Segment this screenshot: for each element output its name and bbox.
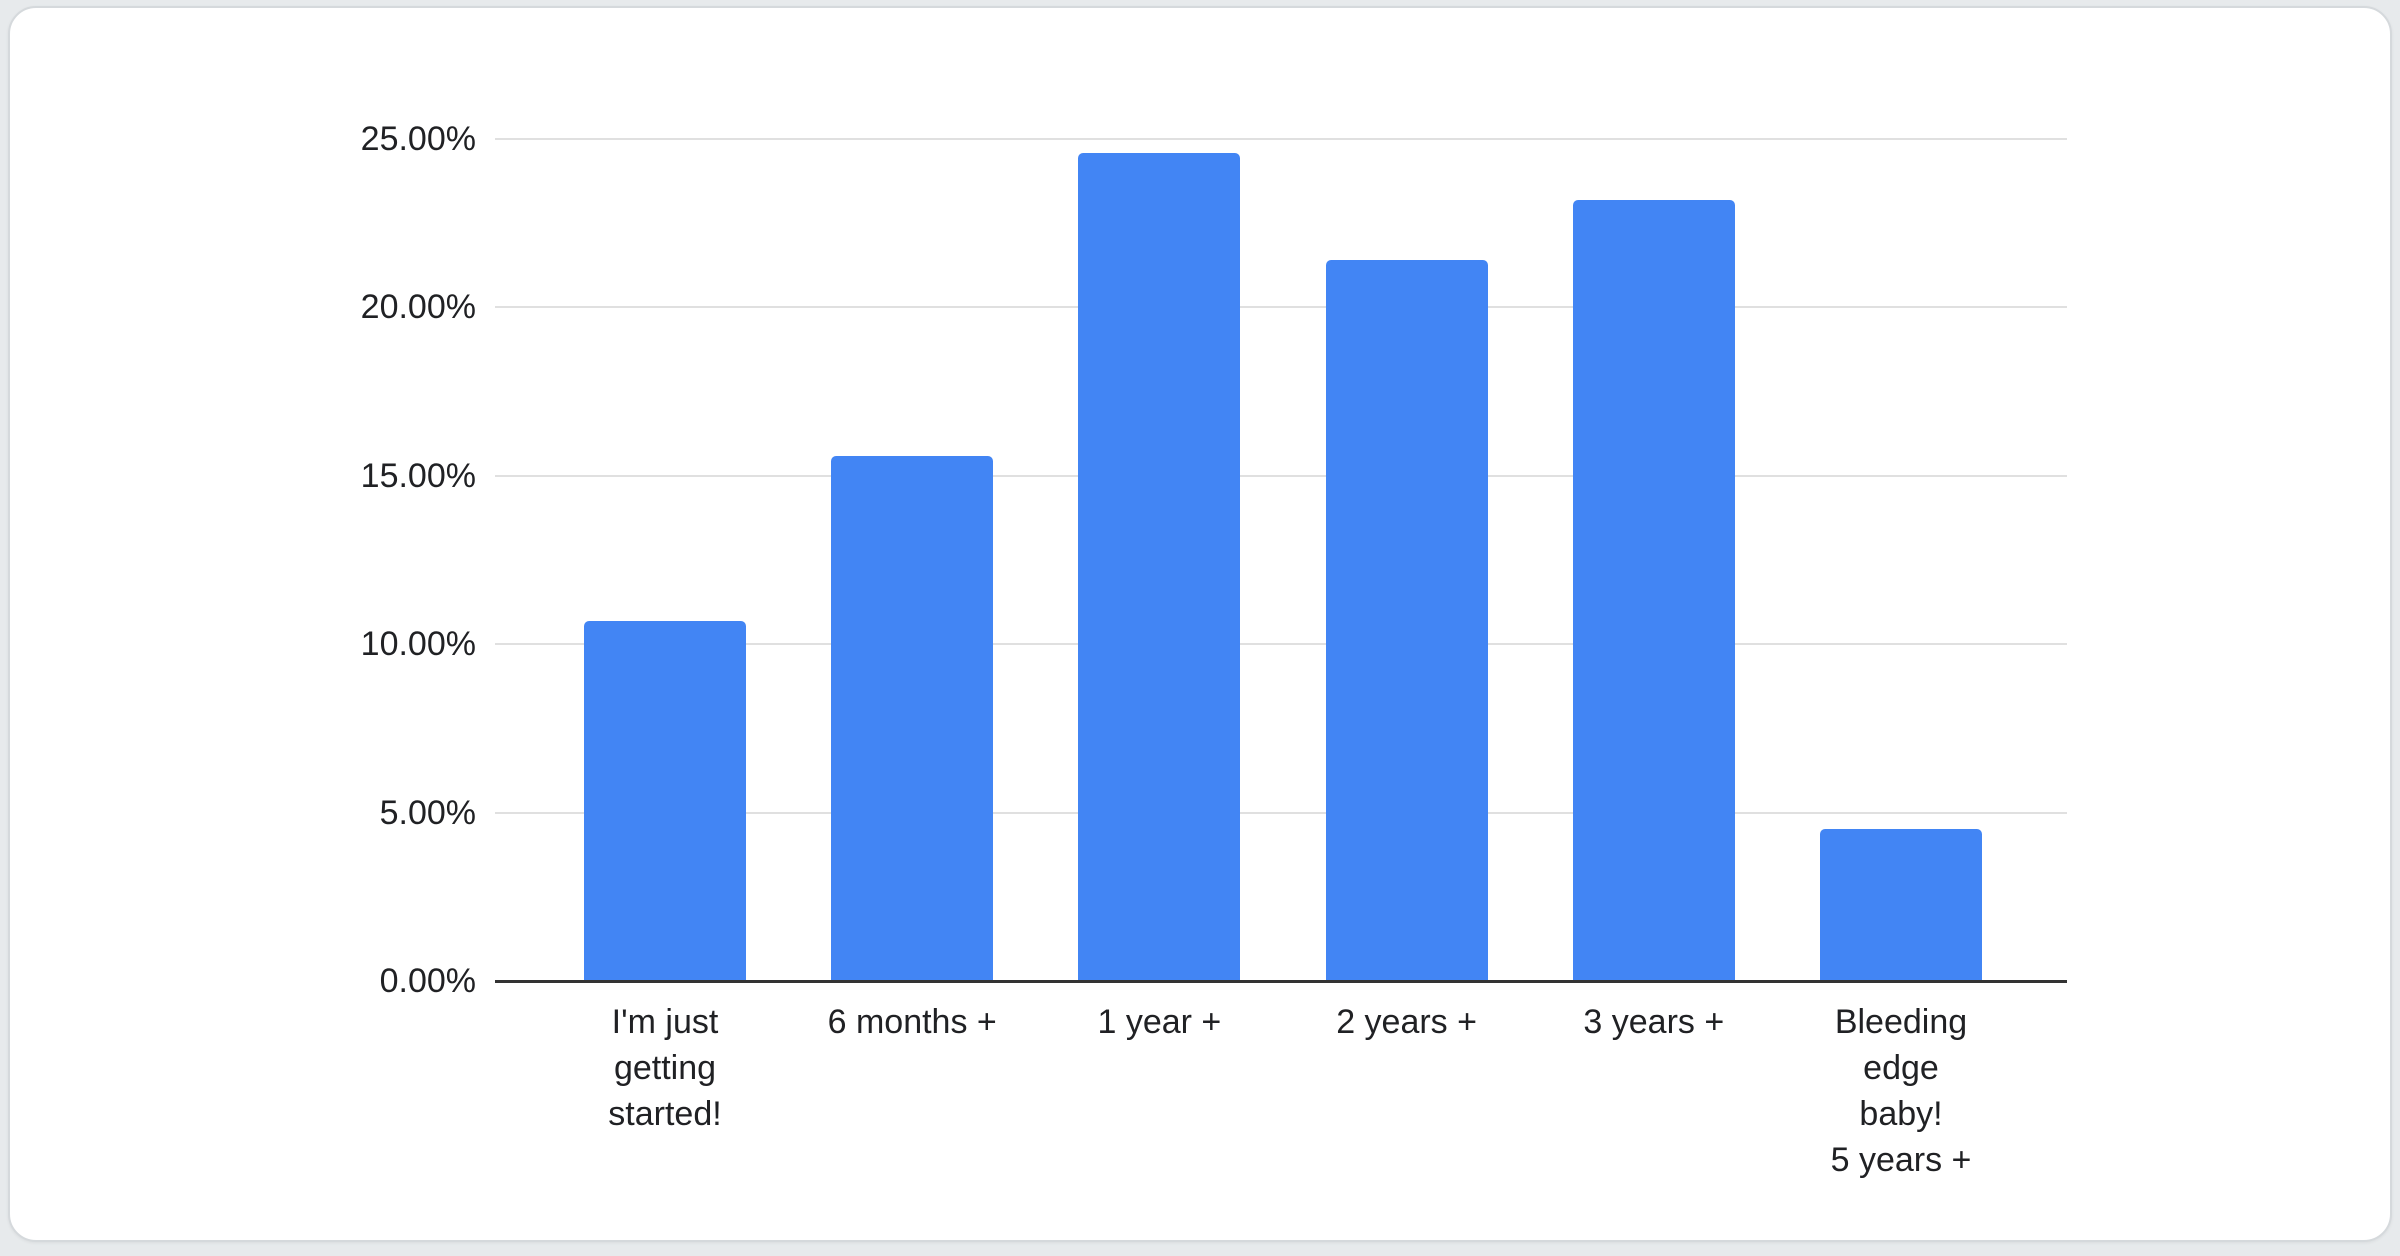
x-tick-label: I'm just getting started!: [608, 1003, 722, 1133]
plot-area: [495, 138, 2067, 983]
gridline: [495, 306, 2067, 309]
bar-2[interactable]: [1078, 152, 1241, 981]
y-tick-label: 5.00%: [379, 793, 476, 832]
bar-3[interactable]: [1325, 260, 1488, 981]
bar-4[interactable]: [1572, 199, 1735, 981]
x-tick-label: 3 years +: [1583, 1003, 1725, 1041]
x-axis-line: [495, 980, 2067, 983]
y-tick-label: 25.00%: [360, 120, 476, 158]
gridline: [495, 138, 2067, 140]
y-axis-labels: 25.00% 20.00% 15.00% 10.00% 5.00% 0.00%: [0, 120, 476, 1000]
gridline: [495, 474, 2067, 477]
y-tick-label: 15.00%: [360, 456, 476, 495]
y-tick-label: 0.00%: [379, 962, 476, 1000]
bar-5[interactable]: [1820, 829, 1982, 981]
bar-1[interactable]: [831, 455, 994, 981]
x-axis-labels: I'm just getting started! 6 months + 1 yea…: [495, 999, 2067, 1199]
y-tick-label: 10.00%: [360, 625, 476, 664]
x-tick-label: Bleeding edge baby! 5 years +: [1830, 1003, 1972, 1179]
x-tick-label: 2 years +: [1336, 1003, 1477, 1041]
y-tick-label: 20.00%: [360, 288, 476, 327]
gridline: [495, 643, 2067, 646]
bar-0[interactable]: [584, 620, 746, 981]
x-tick-label: 1 year +: [1097, 1003, 1222, 1041]
x-tick-label: 6 months +: [827, 1003, 997, 1041]
gridline: [495, 811, 2067, 814]
